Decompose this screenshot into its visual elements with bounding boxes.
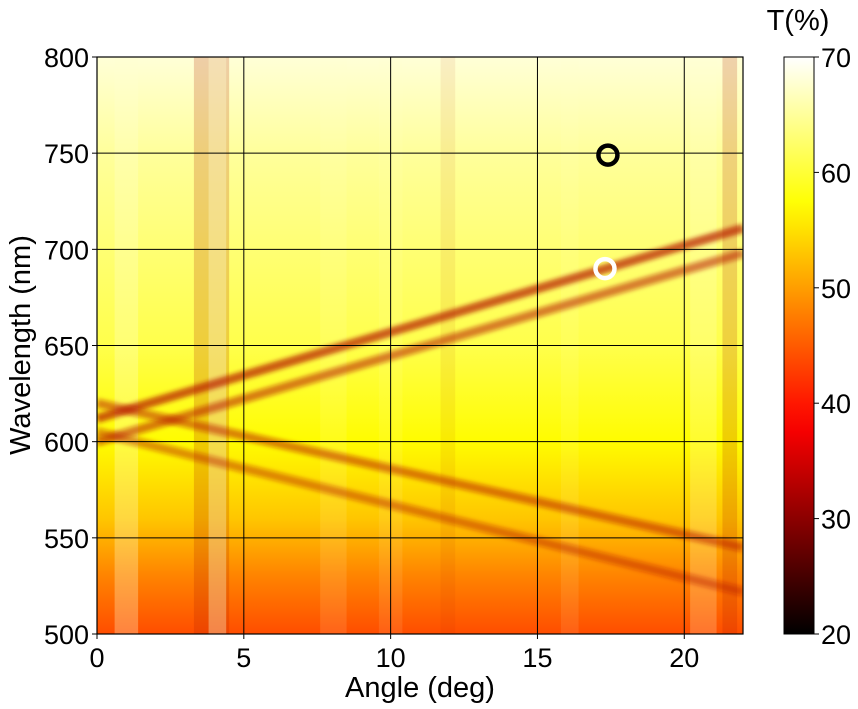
upper-band-2 [97, 248, 743, 446]
y-tick-label: 800 [44, 43, 89, 73]
absorption-bands [97, 223, 743, 597]
colorbar-tick-label: 20 [821, 620, 851, 650]
y-tick-label: 500 [44, 620, 89, 650]
y-tick-label: 700 [44, 235, 89, 265]
lower-band-2 [97, 427, 743, 597]
colorbar-tick-label: 30 [821, 505, 851, 535]
grid [97, 57, 743, 634]
upper-band-1 [97, 223, 743, 423]
x-tick-label: 5 [236, 643, 251, 673]
colorbar-tick-label: 50 [821, 274, 851, 304]
y-axis-label: Wavelength (nm) [5, 235, 37, 455]
y-tick-label: 600 [44, 428, 89, 458]
y-tick-label: 650 [44, 332, 89, 362]
y-tick-label: 550 [44, 524, 89, 554]
y-tick-label: 750 [44, 139, 89, 169]
colorbar [783, 56, 815, 635]
colorbar-label: T(%) [767, 5, 830, 37]
colorbar-tick-label: 60 [821, 158, 851, 188]
markers [593, 143, 620, 281]
y-axis-ticks: 500 550 600 650 700 750 800 [44, 43, 97, 650]
colorbar-ticks: 20 30 40 50 60 70 [814, 43, 851, 650]
white-circle-marker [593, 256, 617, 281]
black-circle-marker [596, 143, 620, 167]
lower-band-1 [97, 398, 743, 552]
x-tick-label: 20 [669, 643, 699, 673]
x-axis-ticks: 0 5 10 15 20 [89, 634, 699, 673]
x-tick-label: 0 [89, 643, 104, 673]
x-axis-label: Angle (deg) [345, 672, 495, 704]
colorbar-tick-label: 40 [821, 389, 851, 419]
x-tick-label: 15 [522, 643, 552, 673]
colorbar-tick-label: 70 [821, 43, 851, 73]
x-tick-label: 10 [376, 643, 406, 673]
